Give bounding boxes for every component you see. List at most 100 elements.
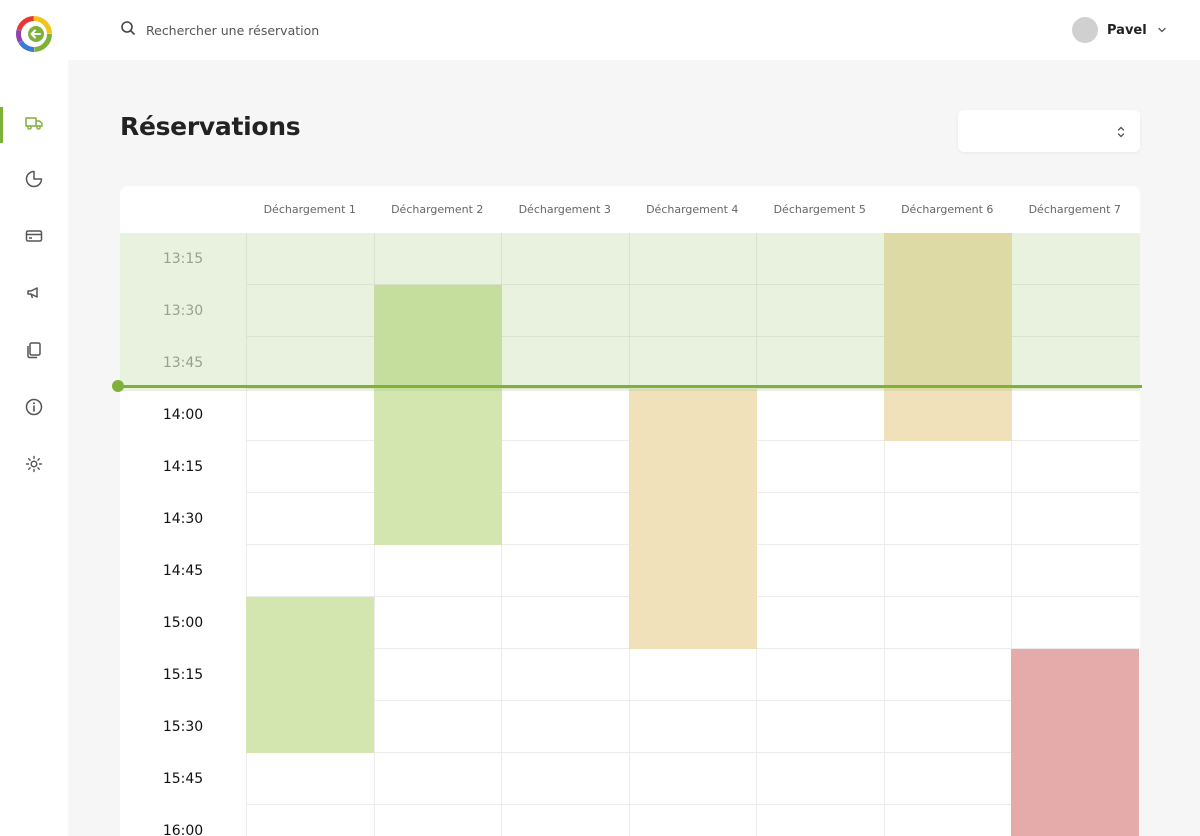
reservation-block-red[interactable] xyxy=(1011,649,1139,836)
documents-icon xyxy=(24,340,44,364)
search-input[interactable]: Rechercher une réservation xyxy=(146,22,320,38)
slot-cell[interactable] xyxy=(246,805,374,836)
slot-cell[interactable] xyxy=(756,233,884,285)
sidebar-item-settings[interactable] xyxy=(0,448,68,484)
truck-icon xyxy=(24,113,44,137)
slot-cell[interactable] xyxy=(501,493,629,545)
slot-cell[interactable] xyxy=(501,701,629,753)
slot-cell[interactable] xyxy=(501,441,629,493)
sidebar xyxy=(0,60,68,836)
slot-cell[interactable] xyxy=(246,753,374,805)
planning-grid: Déchargement 1 Déchargement 2 Déchargement… xyxy=(112,186,1142,836)
page-title: Réservations xyxy=(120,112,301,141)
pie-chart-icon xyxy=(24,169,44,193)
sidebar-item-announcements[interactable] xyxy=(0,277,68,313)
slot-cell[interactable] xyxy=(1011,285,1139,337)
reservation-block-green[interactable] xyxy=(246,597,374,753)
slot-cell[interactable] xyxy=(373,805,502,836)
slot-cell[interactable] xyxy=(756,701,884,753)
slot-cell[interactable] xyxy=(373,233,501,285)
user-menu[interactable]: Pavel xyxy=(1072,17,1167,43)
time-label: 16:00 xyxy=(162,823,204,836)
slot-cell[interactable] xyxy=(628,337,756,389)
reservation-block-orange[interactable] xyxy=(628,389,757,649)
slot-cell[interactable] xyxy=(628,753,756,805)
slot-cell[interactable] xyxy=(756,545,884,597)
sidebar-item-payments[interactable] xyxy=(0,220,68,256)
slot-cell[interactable] xyxy=(373,545,501,597)
slot-cell[interactable] xyxy=(501,545,629,597)
slot-cell[interactable] xyxy=(756,389,884,441)
time-label: 13:15 xyxy=(162,251,204,267)
slot-cell[interactable] xyxy=(628,701,756,753)
slot-cell[interactable] xyxy=(883,545,1011,597)
megaphone-icon xyxy=(24,283,44,307)
slot-cell[interactable] xyxy=(1011,597,1139,649)
time-label: 15:00 xyxy=(162,615,204,631)
slot-cell[interactable] xyxy=(628,649,756,701)
slot-cell[interactable] xyxy=(883,701,1011,753)
slot-cell[interactable] xyxy=(883,753,1011,805)
chevron-updown-icon xyxy=(1116,124,1126,143)
slot-cell[interactable] xyxy=(628,805,757,836)
slot-cell[interactable] xyxy=(373,753,501,805)
slot-cell[interactable] xyxy=(883,441,1011,493)
slot-cell[interactable] xyxy=(373,649,501,701)
slot-cell[interactable] xyxy=(246,545,374,597)
slot-cell[interactable] xyxy=(756,649,884,701)
slot-cell[interactable] xyxy=(1011,545,1139,597)
slot-cell[interactable] xyxy=(883,597,1011,649)
slot-cell[interactable] xyxy=(246,337,374,389)
slot-cell[interactable] xyxy=(628,285,756,337)
slot-cell[interactable] xyxy=(246,233,374,285)
slot-cell[interactable] xyxy=(756,337,884,389)
slot-cell[interactable] xyxy=(246,493,374,545)
reservation-block-orange[interactable] xyxy=(883,233,1012,441)
column-header-dechargement-4: Déchargement 4 xyxy=(646,203,739,216)
sidebar-item-reservations[interactable] xyxy=(0,107,68,143)
slot-cell[interactable] xyxy=(756,493,884,545)
slot-cell[interactable] xyxy=(246,441,374,493)
column-header-dechargement-7: Déchargement 7 xyxy=(1028,203,1121,216)
slot-cell[interactable] xyxy=(501,285,629,337)
slot-cell[interactable] xyxy=(373,597,501,649)
sidebar-item-info[interactable] xyxy=(0,391,68,427)
time-label: 14:30 xyxy=(162,511,204,527)
slot-cell[interactable] xyxy=(1011,493,1139,545)
slot-cell[interactable] xyxy=(883,493,1011,545)
slot-cell[interactable] xyxy=(1011,389,1139,441)
slot-cell[interactable] xyxy=(373,701,501,753)
slot-cell[interactable] xyxy=(756,285,884,337)
slot-cell[interactable] xyxy=(756,753,884,805)
sidebar-item-statistics[interactable] xyxy=(0,163,68,199)
slot-cell[interactable] xyxy=(1011,233,1139,285)
slot-cell[interactable] xyxy=(756,441,884,493)
slot-cell[interactable] xyxy=(501,649,629,701)
slot-cell[interactable] xyxy=(246,389,374,441)
slot-cell[interactable] xyxy=(756,597,884,649)
slot-cell[interactable] xyxy=(883,805,1012,836)
slot-cell[interactable] xyxy=(501,233,629,285)
slot-cell[interactable] xyxy=(628,233,756,285)
user-name: Pavel xyxy=(1107,22,1147,38)
search-bar[interactable]: Rechercher une réservation xyxy=(120,20,319,40)
slot-cell[interactable] xyxy=(501,389,629,441)
slot-cell[interactable] xyxy=(501,597,629,649)
app-logo[interactable] xyxy=(14,14,54,54)
slot-cell[interactable] xyxy=(883,649,1011,701)
column-header-dechargement-3: Déchargement 3 xyxy=(518,203,611,216)
slot-cell[interactable] xyxy=(756,805,884,836)
top-bar: Rechercher une réservation Pavel xyxy=(0,0,1200,60)
slot-cell[interactable] xyxy=(1011,441,1139,493)
dock-select[interactable] xyxy=(958,110,1140,152)
slot-cell[interactable] xyxy=(501,753,629,805)
slot-cell[interactable] xyxy=(501,337,629,389)
time-label: 15:45 xyxy=(162,771,204,787)
slot-cell[interactable] xyxy=(501,805,629,836)
column-header-dechargement-2: Déchargement 2 xyxy=(391,203,484,216)
slot-cell[interactable] xyxy=(246,285,374,337)
sidebar-item-documents[interactable] xyxy=(0,334,68,370)
slot-cell[interactable] xyxy=(1011,337,1139,389)
column-header-dechargement-1: Déchargement 1 xyxy=(263,203,356,216)
reservation-block-green[interactable] xyxy=(373,285,502,545)
